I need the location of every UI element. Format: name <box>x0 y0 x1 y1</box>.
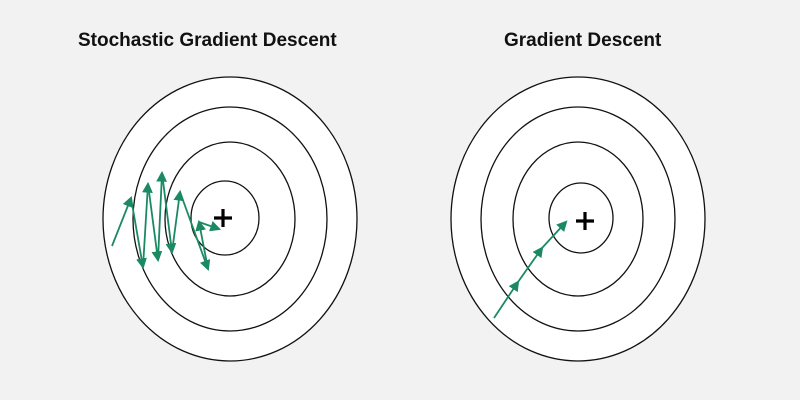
sgd-step-arrow <box>130 197 147 270</box>
gd-step-arrow <box>517 246 544 283</box>
gd-step-arrow <box>493 280 520 319</box>
gd-minimum-marker <box>576 212 594 230</box>
sgd-step-arrow <box>111 195 133 247</box>
gd-contour <box>450 76 706 362</box>
sgd-contour <box>102 76 358 362</box>
sgd-step-arrow <box>147 183 163 263</box>
sgd-title: Stochastic Gradient Descent <box>78 30 337 51</box>
sgd-step-arrow <box>142 181 153 268</box>
gd-title: Gradient Descent <box>504 30 662 51</box>
sgd-step-arrow <box>156 170 167 261</box>
sgd-step-arrow <box>198 221 222 232</box>
sgd-step-arrow <box>161 172 177 255</box>
gd-path <box>493 220 568 319</box>
gd-step-arrow <box>541 220 568 249</box>
sgd-step-arrow <box>171 189 185 253</box>
gd-ring-inner <box>548 182 614 254</box>
sgd-step-arrow <box>195 219 209 270</box>
sgd-path <box>111 170 222 272</box>
sgd-step-arrow <box>179 191 211 272</box>
sgd-minimum-marker <box>214 209 232 227</box>
